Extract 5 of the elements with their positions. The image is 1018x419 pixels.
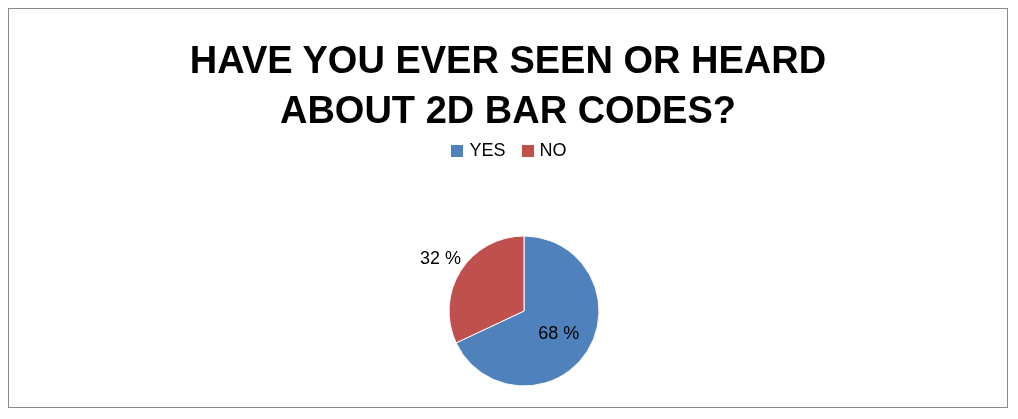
legend-label: NO [539, 140, 567, 161]
data-label: 32 % [419, 247, 461, 268]
data-label: 68 % [538, 323, 580, 344]
chart-title: HAVE YOU EVER SEEN OR HEARD ABOUT 2D BAR CODES? [188, 38, 828, 133]
legend-label: YES [469, 140, 506, 161]
